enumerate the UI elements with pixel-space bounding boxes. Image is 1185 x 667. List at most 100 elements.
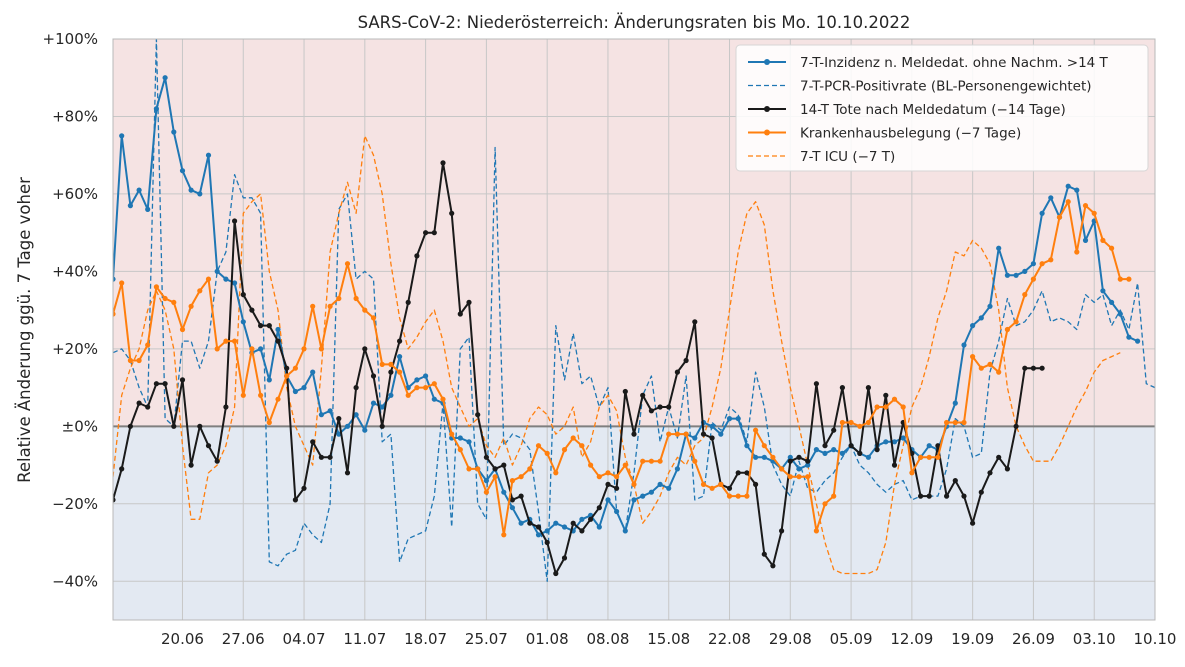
data-point [987,361,993,367]
data-point [935,443,941,449]
data-point [726,493,733,499]
data-point [275,326,281,333]
data-point [353,412,359,418]
x-tick-label: 01.08 [526,630,569,648]
data-point [1022,292,1028,298]
data-point [214,268,220,274]
data-point [240,392,246,398]
x-tick-label: 27.06 [222,630,265,648]
data-point [944,419,950,426]
data-point [318,346,324,352]
data-point [831,493,837,499]
data-point [214,458,220,464]
data-point [266,419,272,426]
data-point [292,497,298,503]
data-point [683,431,689,437]
data-point [865,454,872,460]
series-line-1 [113,39,1155,582]
data-point [796,454,802,460]
data-point [787,454,793,460]
data-point [865,419,872,426]
y-axis-label: Relative Änderung ggü. 7 Tage voher [15,177,34,483]
legend-marker-2 [764,106,770,112]
data-point [509,497,515,503]
data-point [839,385,846,391]
data-point [813,528,820,534]
data-point [926,443,932,449]
data-point [127,423,133,429]
data-point [405,385,411,391]
x-tick-label: 08.08 [586,630,629,648]
data-point [205,152,212,158]
data-point [813,447,820,453]
x-tick-label: 26.09 [1012,630,1055,648]
data-point [1117,276,1123,282]
data-point [492,474,498,480]
data-point [370,400,377,406]
data-point [188,462,194,468]
data-point [666,404,672,410]
legend-marker-3 [764,129,770,136]
data-point [457,447,463,453]
data-point [961,493,967,499]
data-point [926,493,932,499]
data-point [891,462,898,468]
data-point [379,361,385,367]
data-point [726,416,733,422]
data-point [336,295,342,302]
chart-title: SARS-CoV-2: Niederösterreich: Änderungsr… [358,13,911,32]
data-point [579,443,585,449]
data-point [1013,319,1019,325]
data-point [145,206,151,212]
data-point [232,338,238,344]
data-point [944,493,950,499]
data-point [753,481,759,487]
data-point [1039,261,1045,267]
data-point [153,106,159,112]
data-point [909,450,915,456]
data-point [466,299,472,305]
data-point [388,392,394,398]
y-tick-label: +60% [52,185,98,203]
data-point [987,303,993,309]
data-point [883,404,889,410]
x-tick-label: 04.07 [283,630,326,648]
data-point [561,447,568,453]
data-point [483,489,489,495]
data-point [1030,276,1036,282]
data-point [362,427,368,433]
data-point [1126,276,1132,282]
data-point [535,443,542,449]
data-point [113,497,116,503]
data-point [952,400,958,406]
data-point [596,505,602,511]
data-point [1039,365,1045,371]
data-point [1048,257,1054,263]
data-point [370,373,377,379]
data-point [726,485,733,491]
data-point [475,466,481,472]
data-point [753,454,759,460]
data-point [397,354,403,360]
data-point [344,261,351,267]
data-point [952,419,958,426]
data-point [883,392,889,398]
data-point [831,447,837,453]
data-point [813,381,820,387]
data-point [961,419,967,426]
data-point [431,230,437,236]
x-tick-label: 10.10 [1134,630,1177,648]
data-point [874,447,880,453]
data-point [918,454,924,460]
data-point [232,280,238,286]
data-point [1004,326,1011,333]
data-point [753,427,759,433]
data-point [996,245,1002,251]
data-point [900,435,906,441]
data-point [622,388,628,395]
data-point [162,381,168,387]
legend-box [735,44,1149,172]
data-point [961,342,967,348]
data-point [527,466,533,472]
